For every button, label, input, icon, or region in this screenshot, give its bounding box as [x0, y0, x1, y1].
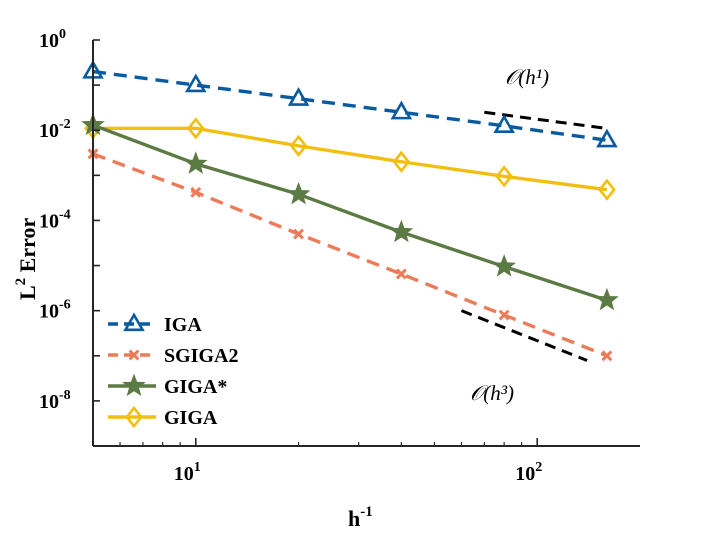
- legend-item: GIGA*: [108, 373, 227, 398]
- legend-item: GIGA: [108, 405, 218, 429]
- y-tick-label-base: 10: [39, 301, 59, 323]
- series-line: [92, 69, 608, 142]
- y-tick-label: 10-4: [39, 207, 71, 232]
- data-point: [186, 117, 205, 140]
- reference-label-slope-3: 𝒪(h³): [470, 381, 514, 405]
- legend-item: IGA: [108, 312, 202, 336]
- x-tick-label: 101: [174, 460, 201, 485]
- data-point: [390, 100, 413, 120]
- x-axis-label-base: h: [348, 506, 360, 531]
- y-tick-label-base: 10: [39, 120, 59, 142]
- data-point: [493, 114, 515, 134]
- x-tick-label-base: 10: [174, 463, 194, 485]
- legend-item: SGIGA2: [108, 345, 238, 367]
- x-tick-label-sup: 2: [535, 460, 542, 475]
- y-tick-label-sup: 0: [59, 27, 66, 42]
- y-tick-label-sup: -6: [59, 298, 71, 313]
- legend-swatch-marker: [123, 312, 145, 332]
- reference-slope-lines: 𝒪(h¹) 𝒪(h³): [460, 65, 608, 405]
- legend-label: SGIGA2: [164, 345, 238, 367]
- y-tick-label-base: 10: [39, 391, 59, 413]
- series-sgiga2: [87, 148, 613, 362]
- data-point: [498, 309, 510, 321]
- y-tick-label-sup: -2: [59, 117, 71, 132]
- x-axis-label: h-1: [348, 504, 373, 531]
- data-point: [495, 165, 513, 188]
- series-group: [81, 59, 619, 362]
- data-point: [389, 219, 414, 243]
- y-axis-label-rest: Error: [15, 218, 40, 278]
- y-tick-label: 10-6: [39, 298, 71, 323]
- x-axis-label-sup: -1: [360, 504, 373, 520]
- data-point: [190, 186, 202, 198]
- y-tick-label-base: 10: [39, 30, 59, 52]
- data-point: [492, 254, 516, 277]
- data-point: [395, 268, 407, 280]
- data-point: [595, 287, 619, 311]
- legend: IGA SGIGA2 GIGA* GIGA: [108, 312, 238, 429]
- series-line: [93, 126, 608, 192]
- data-point: [287, 87, 310, 106]
- legend-swatch-marker: [122, 373, 146, 397]
- data-point: [183, 151, 208, 174]
- legend-label: IGA: [164, 314, 202, 336]
- y-axis-label: L2 Error: [13, 218, 40, 300]
- reference-label-slope-1: 𝒪(h¹): [505, 65, 549, 89]
- y-tick-label: 100: [39, 27, 66, 52]
- legend-label: GIGA*: [164, 376, 227, 398]
- y-tick-label-sup: -8: [59, 388, 71, 403]
- reference-line-slope-3: [460, 309, 588, 362]
- legend-label: GIGA: [164, 407, 218, 429]
- x-tick-label-base: 10: [515, 463, 535, 485]
- data-point: [596, 128, 618, 148]
- data-point: [601, 350, 613, 362]
- y-tick-label-sup: -4: [59, 207, 71, 222]
- reference-line-slope-1: [484, 110, 608, 130]
- y-axis-label-base: L: [15, 285, 40, 300]
- data-point: [293, 228, 305, 240]
- x-tick-label: 102: [515, 460, 542, 485]
- series-line: [92, 123, 608, 302]
- series-giga-: [81, 112, 619, 311]
- legend-swatch-marker: [125, 405, 143, 429]
- data-point: [289, 134, 308, 157]
- y-tick-label-base: 10: [39, 210, 59, 232]
- legend-swatch-marker: [128, 349, 140, 361]
- series-line: [92, 152, 608, 358]
- data-point: [184, 73, 207, 93]
- y-tick-label: 10-8: [39, 388, 71, 413]
- y-tick-label: 10-2: [39, 117, 71, 142]
- data-point: [392, 150, 411, 173]
- data-point: [598, 178, 616, 201]
- y-axis-label-sup: 2: [13, 278, 29, 286]
- data-point: [286, 181, 311, 205]
- x-tick-label-sup: 1: [194, 460, 201, 475]
